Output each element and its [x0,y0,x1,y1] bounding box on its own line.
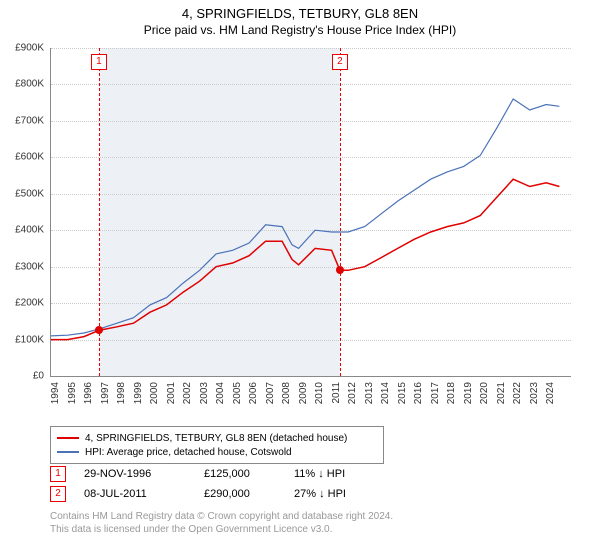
x-tick-label: 2012 [347,382,358,422]
event-row: 1 29-NOV-1996£125,00011% ↓ HPI [50,464,570,484]
chart-svg [51,48,571,376]
x-tick-label: 2019 [463,382,474,422]
legend-item: HPI: Average price, detached house, Cots… [57,445,377,459]
event-date: 29-NOV-1996 [84,468,204,480]
legend-item: 4, SPRINGFIELDS, TETBURY, GL8 8EN (detac… [57,431,377,445]
x-tick-label: 2020 [479,382,490,422]
event-marker: 1 [50,466,66,482]
legend: 4, SPRINGFIELDS, TETBURY, GL8 8EN (detac… [50,426,384,464]
y-tick-label: £0 [33,371,44,382]
x-tick-label: 2021 [496,382,507,422]
x-axis-labels: 1994 1995 1996 1997 1998 1999 2000 2001 2002 2003… [50,378,570,422]
x-tick-label: 2007 [265,382,276,422]
x-tick-label: 2004 [215,382,226,422]
footnote-line-1: Contains HM Land Registry data © Crown c… [50,510,570,523]
page-subtitle: Price paid vs. HM Land Registry's House … [0,21,600,37]
event-row: 2 08-JUL-2011£290,00027% ↓ HPI [50,484,570,504]
x-tick-label: 2008 [281,382,292,422]
x-tick-label: 2016 [413,382,424,422]
page: 4, SPRINGFIELDS, TETBURY, GL8 8EN Price … [0,0,600,560]
x-tick-label: 2010 [314,382,325,422]
sale-point [95,326,103,334]
y-tick-label: £700K [15,115,44,126]
footnote-line-2: This data is licensed under the Open Gov… [50,523,570,536]
x-tick-label: 1997 [100,382,111,422]
event-price: £290,000 [204,488,294,500]
x-tick-label: 2022 [512,382,523,422]
events-table: 1 29-NOV-1996£125,00011% ↓ HPI 2 08-JUL-201… [50,464,570,504]
y-tick-label: £900K [15,43,44,54]
event-date: 08-JUL-2011 [84,488,204,500]
y-tick-label: £200K [15,298,44,309]
footnote: Contains HM Land Registry data © Crown c… [50,510,570,536]
x-tick-label: 2024 [545,382,556,422]
y-tick-label: £500K [15,188,44,199]
x-tick-label: 1995 [67,382,78,422]
x-tick-label: 2011 [331,382,342,422]
series-line [51,179,559,339]
y-tick-label: £300K [15,261,44,272]
chart-marker: 2 [332,54,348,70]
x-tick-label: 2017 [430,382,441,422]
series-line [51,99,559,336]
x-tick-label: 2013 [364,382,375,422]
x-tick-label: 2006 [248,382,259,422]
x-tick-label: 2000 [149,382,160,422]
x-tick-label: 2015 [397,382,408,422]
x-tick-label: 2023 [529,382,540,422]
event-rel: 27% ↓ HPI [294,488,394,500]
y-tick-label: £800K [15,79,44,90]
legend-label: 4, SPRINGFIELDS, TETBURY, GL8 8EN (detac… [85,433,347,444]
x-tick-label: 1999 [133,382,144,422]
event-marker: 2 [50,486,66,502]
page-title: 4, SPRINGFIELDS, TETBURY, GL8 8EN [0,0,600,21]
chart-area: 12 [50,48,571,377]
y-tick-label: £600K [15,152,44,163]
x-tick-label: 1998 [116,382,127,422]
x-tick-label: 2001 [166,382,177,422]
x-tick-label: 2009 [298,382,309,422]
x-tick-label: 1994 [50,382,61,422]
sale-point [336,266,344,274]
x-tick-label: 1996 [83,382,94,422]
y-axis-labels: £0£100K£200K£300K£400K£500K£600K£700K£80… [0,48,48,376]
event-rel: 11% ↓ HPI [294,468,394,480]
x-tick-label: 2018 [446,382,457,422]
x-tick-label: 2014 [380,382,391,422]
y-tick-label: £400K [15,225,44,236]
legend-label: HPI: Average price, detached house, Cots… [85,447,292,458]
x-tick-label: 2003 [199,382,210,422]
event-price: £125,000 [204,468,294,480]
x-tick-label: 2002 [182,382,193,422]
x-tick-label: 2005 [232,382,243,422]
chart-marker: 1 [91,54,107,70]
y-tick-label: £100K [15,334,44,345]
